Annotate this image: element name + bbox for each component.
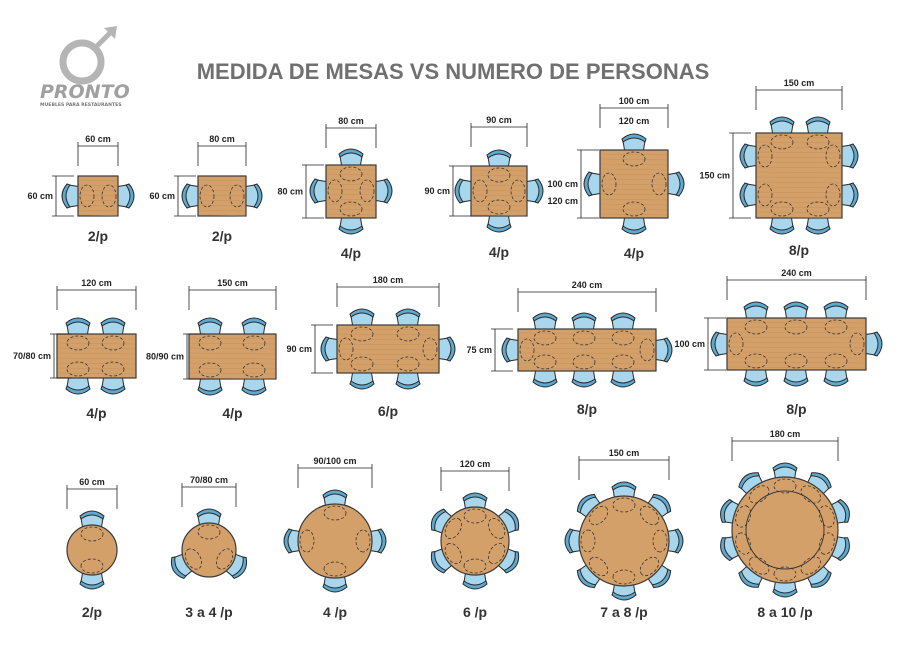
depth-label: 80 cm xyxy=(277,187,303,197)
depth-label: 80/90 cm xyxy=(146,352,184,362)
width-label: 180 cm xyxy=(373,275,404,285)
seats-label: 6 /p xyxy=(463,604,487,620)
table-r1-b: 80 cm 60 cm 2/p xyxy=(149,134,263,244)
table-r3-f: 180 cm 8 a 10 /p xyxy=(720,429,850,620)
table-top xyxy=(181,522,237,578)
seats-label: 4/p xyxy=(86,405,106,421)
diameter-label: 60 cm xyxy=(79,477,105,487)
table-r1-a: 60 cm 60 cm 2/p xyxy=(27,134,135,244)
table-r1-c: 80 cm 80 cm 4/p xyxy=(277,116,393,261)
depth-alt-label: 120 cm xyxy=(547,196,578,206)
table-top xyxy=(726,317,867,371)
diameter-label: 180 cm xyxy=(770,429,801,439)
seats-label: 4 /p xyxy=(323,604,347,620)
table-r2-b: 150 cm 80/90 cm 4/p xyxy=(146,278,277,421)
depth-label: 90 cm xyxy=(424,186,450,196)
table-r1-d: 90 cm 90 cm 4/p xyxy=(424,115,544,260)
page-title: MEDIDA DE MESAS VS NUMERO DE PERSONAS xyxy=(197,59,710,84)
width-label: 150 cm xyxy=(784,78,815,88)
table-r2-c: 180 cm 90 cm 6/p xyxy=(286,275,456,419)
brand-subtitle: MUEBLES PARA RESTAURANTES xyxy=(40,102,122,108)
table-r3-d: 120 cm 6 /p xyxy=(430,459,520,620)
depth-label: 150 cm xyxy=(699,171,730,181)
brand-name: PRONTO xyxy=(40,81,130,103)
diameter-label: 90/100 cm xyxy=(313,456,356,466)
seats-label: 4/p xyxy=(624,245,644,261)
seats-label: 3 a 4 /p xyxy=(185,604,232,620)
table-r2-e: 240 cm 100 cm 8/p xyxy=(674,268,883,417)
diameter-label: 70/80 cm xyxy=(190,475,228,485)
table-r3-c: 90/100 cm 4 /p xyxy=(283,456,387,620)
depth-label: 100 cm xyxy=(674,339,705,349)
table-r3-e: 150 cm 7 a 8 /p xyxy=(564,448,684,620)
diameter-label: 150 cm xyxy=(609,448,640,458)
seats-label: 8/p xyxy=(786,401,806,417)
width-label: 100 cm xyxy=(619,96,650,106)
seats-label: 4/p xyxy=(341,245,361,261)
width-label: 150 cm xyxy=(217,278,248,288)
table-top xyxy=(297,503,373,579)
seats-label: 2/p xyxy=(88,228,108,244)
table-r1-e: 100 cm 120 cm 100 cm 120 cm 4/p xyxy=(547,96,685,261)
width-label: 90 cm xyxy=(486,115,512,125)
width-label: 80 cm xyxy=(209,134,235,144)
seats-label: 6/p xyxy=(378,403,398,419)
seats-label: 8/p xyxy=(577,401,597,417)
seats-label: 2/p xyxy=(82,604,102,620)
table-r1-f: 150 cm 150 cm 8/p xyxy=(699,78,859,258)
table-top xyxy=(440,506,510,576)
depth-label: 60 cm xyxy=(27,191,53,201)
table-r2-a: 120 cm 70/80 cm 4/p xyxy=(13,278,137,421)
table-top xyxy=(66,524,118,576)
depth-label: 100 cm xyxy=(547,179,578,189)
seats-label: 4/p xyxy=(222,405,242,421)
depth-label: 70/80 cm xyxy=(13,351,51,361)
width-label: 60 cm xyxy=(85,134,111,144)
width-alt-label: 120 cm xyxy=(619,116,650,126)
table-top xyxy=(731,476,839,584)
width-label: 240 cm xyxy=(572,280,603,290)
depth-label: 60 cm xyxy=(149,191,175,201)
seats-label: 8 a 10 /p xyxy=(757,604,812,620)
table-r2-d: 240 cm 75 cm 8/p xyxy=(466,280,673,417)
table-top xyxy=(56,333,137,379)
table-r3-b: 70/80 cm 3 a 4 /p xyxy=(170,475,248,620)
table-top xyxy=(188,333,277,380)
depth-label: 90 cm xyxy=(286,344,312,354)
table-r3-a: 60 cm 2/p xyxy=(66,477,118,620)
width-label: 240 cm xyxy=(781,268,812,278)
width-label: 120 cm xyxy=(81,278,112,288)
depth-label: 75 cm xyxy=(466,345,492,355)
seats-label: 7 a 8 /p xyxy=(600,604,647,620)
table-top xyxy=(578,495,670,587)
seats-label: 8/p xyxy=(789,242,809,258)
table-top xyxy=(755,132,843,219)
width-label: 80 cm xyxy=(338,116,364,126)
seats-label: 2/p xyxy=(212,228,232,244)
table-top xyxy=(517,328,657,372)
diameter-label: 120 cm xyxy=(460,459,491,469)
pronto-logo: PRONTO MUEBLES PARA RESTAURANTES xyxy=(40,26,130,108)
seats-label: 4/p xyxy=(489,244,509,260)
